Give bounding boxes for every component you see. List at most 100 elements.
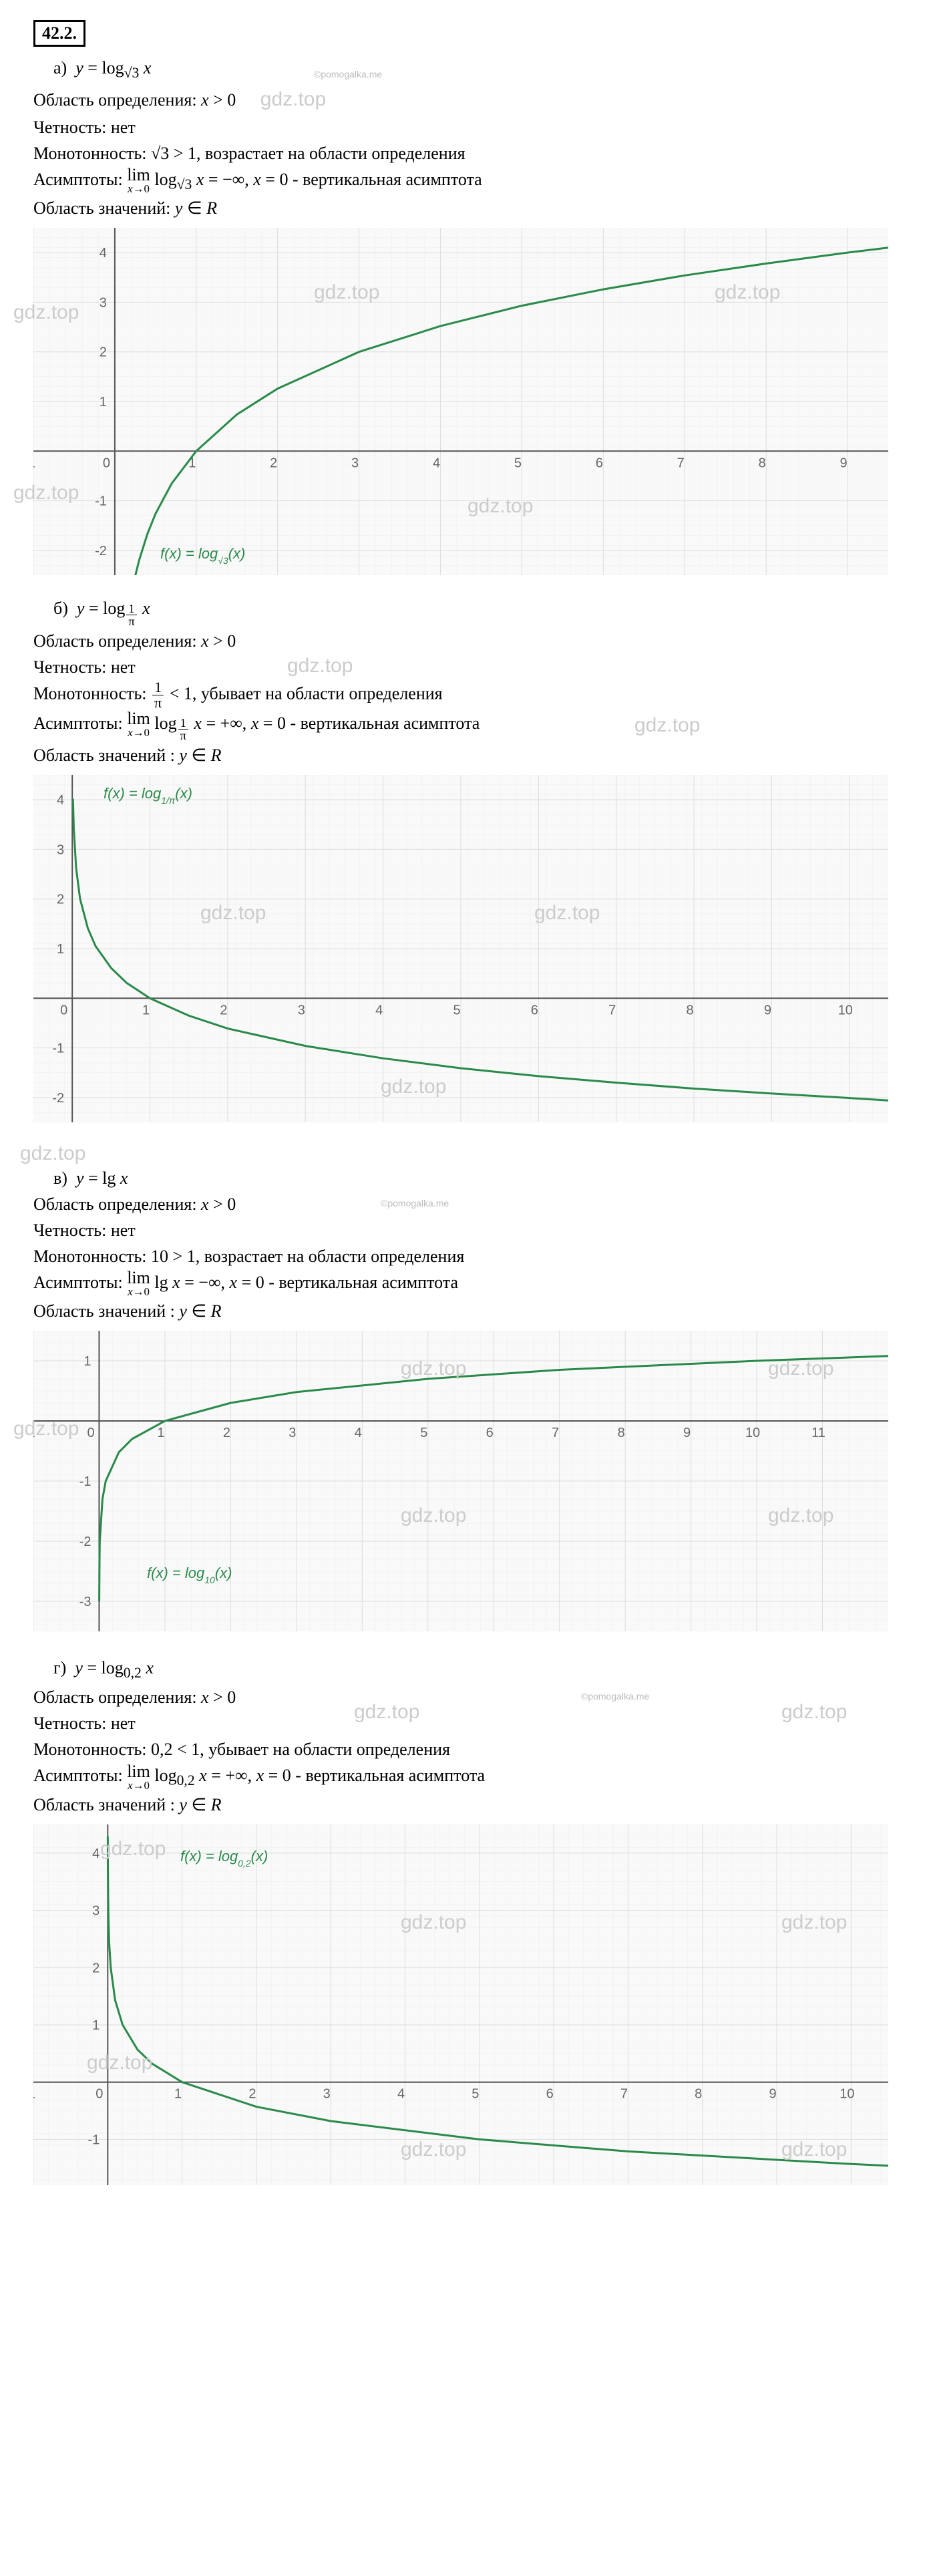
svg-text:2: 2 <box>270 456 277 471</box>
svg-text:7: 7 <box>552 1426 559 1440</box>
watermark-text: gdz.top <box>287 651 353 681</box>
svg-text:-1: -1 <box>95 494 107 509</box>
svg-text:8: 8 <box>618 1426 625 1440</box>
chart-a: -10123456789-2-11234f(x) = log√3(x)gdz.t… <box>33 228 902 579</box>
svg-text:f(x) = log0,2(x): f(x) = log0,2(x) <box>180 1848 268 1869</box>
watermark-text: gdz.top <box>634 710 700 740</box>
part-a-range: Область значений: y ∈ R <box>33 195 902 221</box>
watermark-text: gdz.top <box>20 1142 902 1165</box>
part-d-func: г) y = log0,2 x <box>53 1655 902 1684</box>
svg-text:2: 2 <box>248 2086 256 2101</box>
svg-text:11: 11 <box>811 1426 825 1440</box>
part-c-func: в) y = lg x <box>53 1165 902 1191</box>
svg-text:1: 1 <box>157 1426 164 1440</box>
svg-text:-2: -2 <box>95 544 107 558</box>
part-a-parity: Четность: нет <box>33 114 902 140</box>
part-b-domain: Область определения: x > 0 <box>33 628 902 654</box>
svg-text:-1: -1 <box>33 456 35 471</box>
watermark-text: gdz.top <box>260 88 326 110</box>
chart-b: 012345678910-2-11234f(x) = log1/π(x)gdz.… <box>33 775 902 1126</box>
attribution: ©pomogalka.me <box>581 1689 649 1704</box>
svg-text:8: 8 <box>759 456 766 471</box>
svg-text:2: 2 <box>57 893 64 907</box>
attribution: ©pomogalka.me <box>381 1196 449 1211</box>
svg-text:2: 2 <box>220 1003 227 1017</box>
svg-text:1: 1 <box>100 395 107 410</box>
svg-text:10: 10 <box>745 1426 760 1440</box>
svg-text:4: 4 <box>92 1846 100 1861</box>
part-a-asym: Асимптоты: limx→0 log√3 x = −∞, x = 0 - … <box>33 166 902 196</box>
svg-text:-1: -1 <box>88 2132 100 2147</box>
svg-text:3: 3 <box>289 1426 296 1440</box>
part-d-parity: Четность: нет gdz.top gdz.top <box>33 1710 902 1736</box>
svg-text:0: 0 <box>60 1003 67 1017</box>
svg-text:10: 10 <box>839 2086 854 2101</box>
page-root: 42.2. а) y = log√3 x Область определения… <box>0 0 935 2225</box>
svg-text:0: 0 <box>103 456 110 471</box>
svg-text:5: 5 <box>514 456 522 471</box>
part-d-mono: Монотонность: 0,2 < 1, убывает на област… <box>33 1736 902 1762</box>
svg-text:5: 5 <box>472 2086 479 2101</box>
svg-text:9: 9 <box>764 1003 771 1017</box>
svg-text:1: 1 <box>142 1003 150 1017</box>
svg-text:6: 6 <box>486 1426 494 1440</box>
part-d-range: Область значений : y ∈ R <box>33 1792 902 1818</box>
svg-text:f(x) = log10(x): f(x) = log10(x) <box>147 1565 232 1585</box>
svg-text:7: 7 <box>677 456 685 471</box>
attribution: ©pomogalka.me <box>314 67 382 82</box>
part-c-parity: Четность: нет <box>33 1217 902 1243</box>
part-a-domain: Область определения: x > 0 gdz.top ©pomo… <box>33 84 902 114</box>
chart-c: -101234567891011-3-2-11f(x) = log10(x)gd… <box>33 1331 902 1635</box>
svg-text:3: 3 <box>57 842 64 857</box>
svg-text:3: 3 <box>323 2086 331 2101</box>
svg-text:-1: -1 <box>52 1041 64 1056</box>
svg-text:2: 2 <box>100 345 107 360</box>
svg-text:9: 9 <box>769 2086 776 2101</box>
svg-text:7: 7 <box>608 1003 616 1017</box>
svg-text:6: 6 <box>531 1003 538 1017</box>
part-a-mono: Монотонность: √3 > 1, возрастает на обла… <box>33 140 902 166</box>
part-b-func: б) y = log1π x <box>53 595 902 627</box>
svg-text:6: 6 <box>596 456 603 471</box>
svg-text:1: 1 <box>57 942 64 957</box>
svg-text:3: 3 <box>92 1903 100 1918</box>
svg-text:9: 9 <box>683 1426 691 1440</box>
svg-text:4: 4 <box>57 793 64 808</box>
svg-text:4: 4 <box>100 247 107 261</box>
svg-text:-1: -1 <box>33 2086 35 2101</box>
part-b-parity: Четность: нет gdz.top <box>33 654 902 680</box>
svg-text:8: 8 <box>687 1003 694 1017</box>
svg-text:6: 6 <box>546 2086 554 2101</box>
svg-text:5: 5 <box>453 1003 460 1017</box>
part-b-mono: Монотонность: 1π < 1, убывает на области… <box>33 680 902 710</box>
svg-text:5: 5 <box>420 1426 427 1440</box>
svg-text:1: 1 <box>83 1354 91 1369</box>
svg-text:0: 0 <box>96 2086 103 2101</box>
svg-text:1: 1 <box>174 2086 182 2101</box>
svg-text:2: 2 <box>223 1426 230 1440</box>
part-a-func: а) y = log√3 x <box>53 55 902 84</box>
part-d-domain: Область определения: x > 0 ©pomogalka.me <box>33 1684 902 1710</box>
part-c-domain: Область определения: x > 0 ©pomogalka.me <box>33 1191 902 1217</box>
svg-text:-3: -3 <box>79 1595 91 1609</box>
problem-number: 42.2. <box>33 20 85 47</box>
svg-text:4: 4 <box>397 2086 405 2101</box>
part-c-mono: Монотонность: 10 > 1, возрастает на обла… <box>33 1243 902 1269</box>
part-b-range: Область значений : y ∈ R <box>33 742 902 768</box>
svg-text:3: 3 <box>298 1003 305 1017</box>
svg-text:-2: -2 <box>52 1091 64 1106</box>
part-b-asym: Асимптоты: limx→0 log1π x = +∞, x = 0 - … <box>33 710 902 742</box>
svg-text:4: 4 <box>375 1003 383 1017</box>
svg-text:9: 9 <box>839 456 847 471</box>
svg-text:-2: -2 <box>79 1535 91 1549</box>
svg-text:7: 7 <box>620 2086 628 2101</box>
part-c-range: Область значений : y ∈ R <box>33 1298 902 1324</box>
svg-text:3: 3 <box>100 296 107 311</box>
svg-text:8: 8 <box>695 2086 702 2101</box>
svg-text:1: 1 <box>92 2018 100 2033</box>
svg-text:-1: -1 <box>33 1426 35 1440</box>
svg-text:f(x) = log√3(x): f(x) = log√3(x) <box>160 545 245 566</box>
svg-text:-1: -1 <box>79 1474 91 1489</box>
part-c-asym: Асимптоты: limx→0 lg x = −∞, x = 0 - вер… <box>33 1269 902 1298</box>
svg-text:4: 4 <box>355 1426 362 1440</box>
